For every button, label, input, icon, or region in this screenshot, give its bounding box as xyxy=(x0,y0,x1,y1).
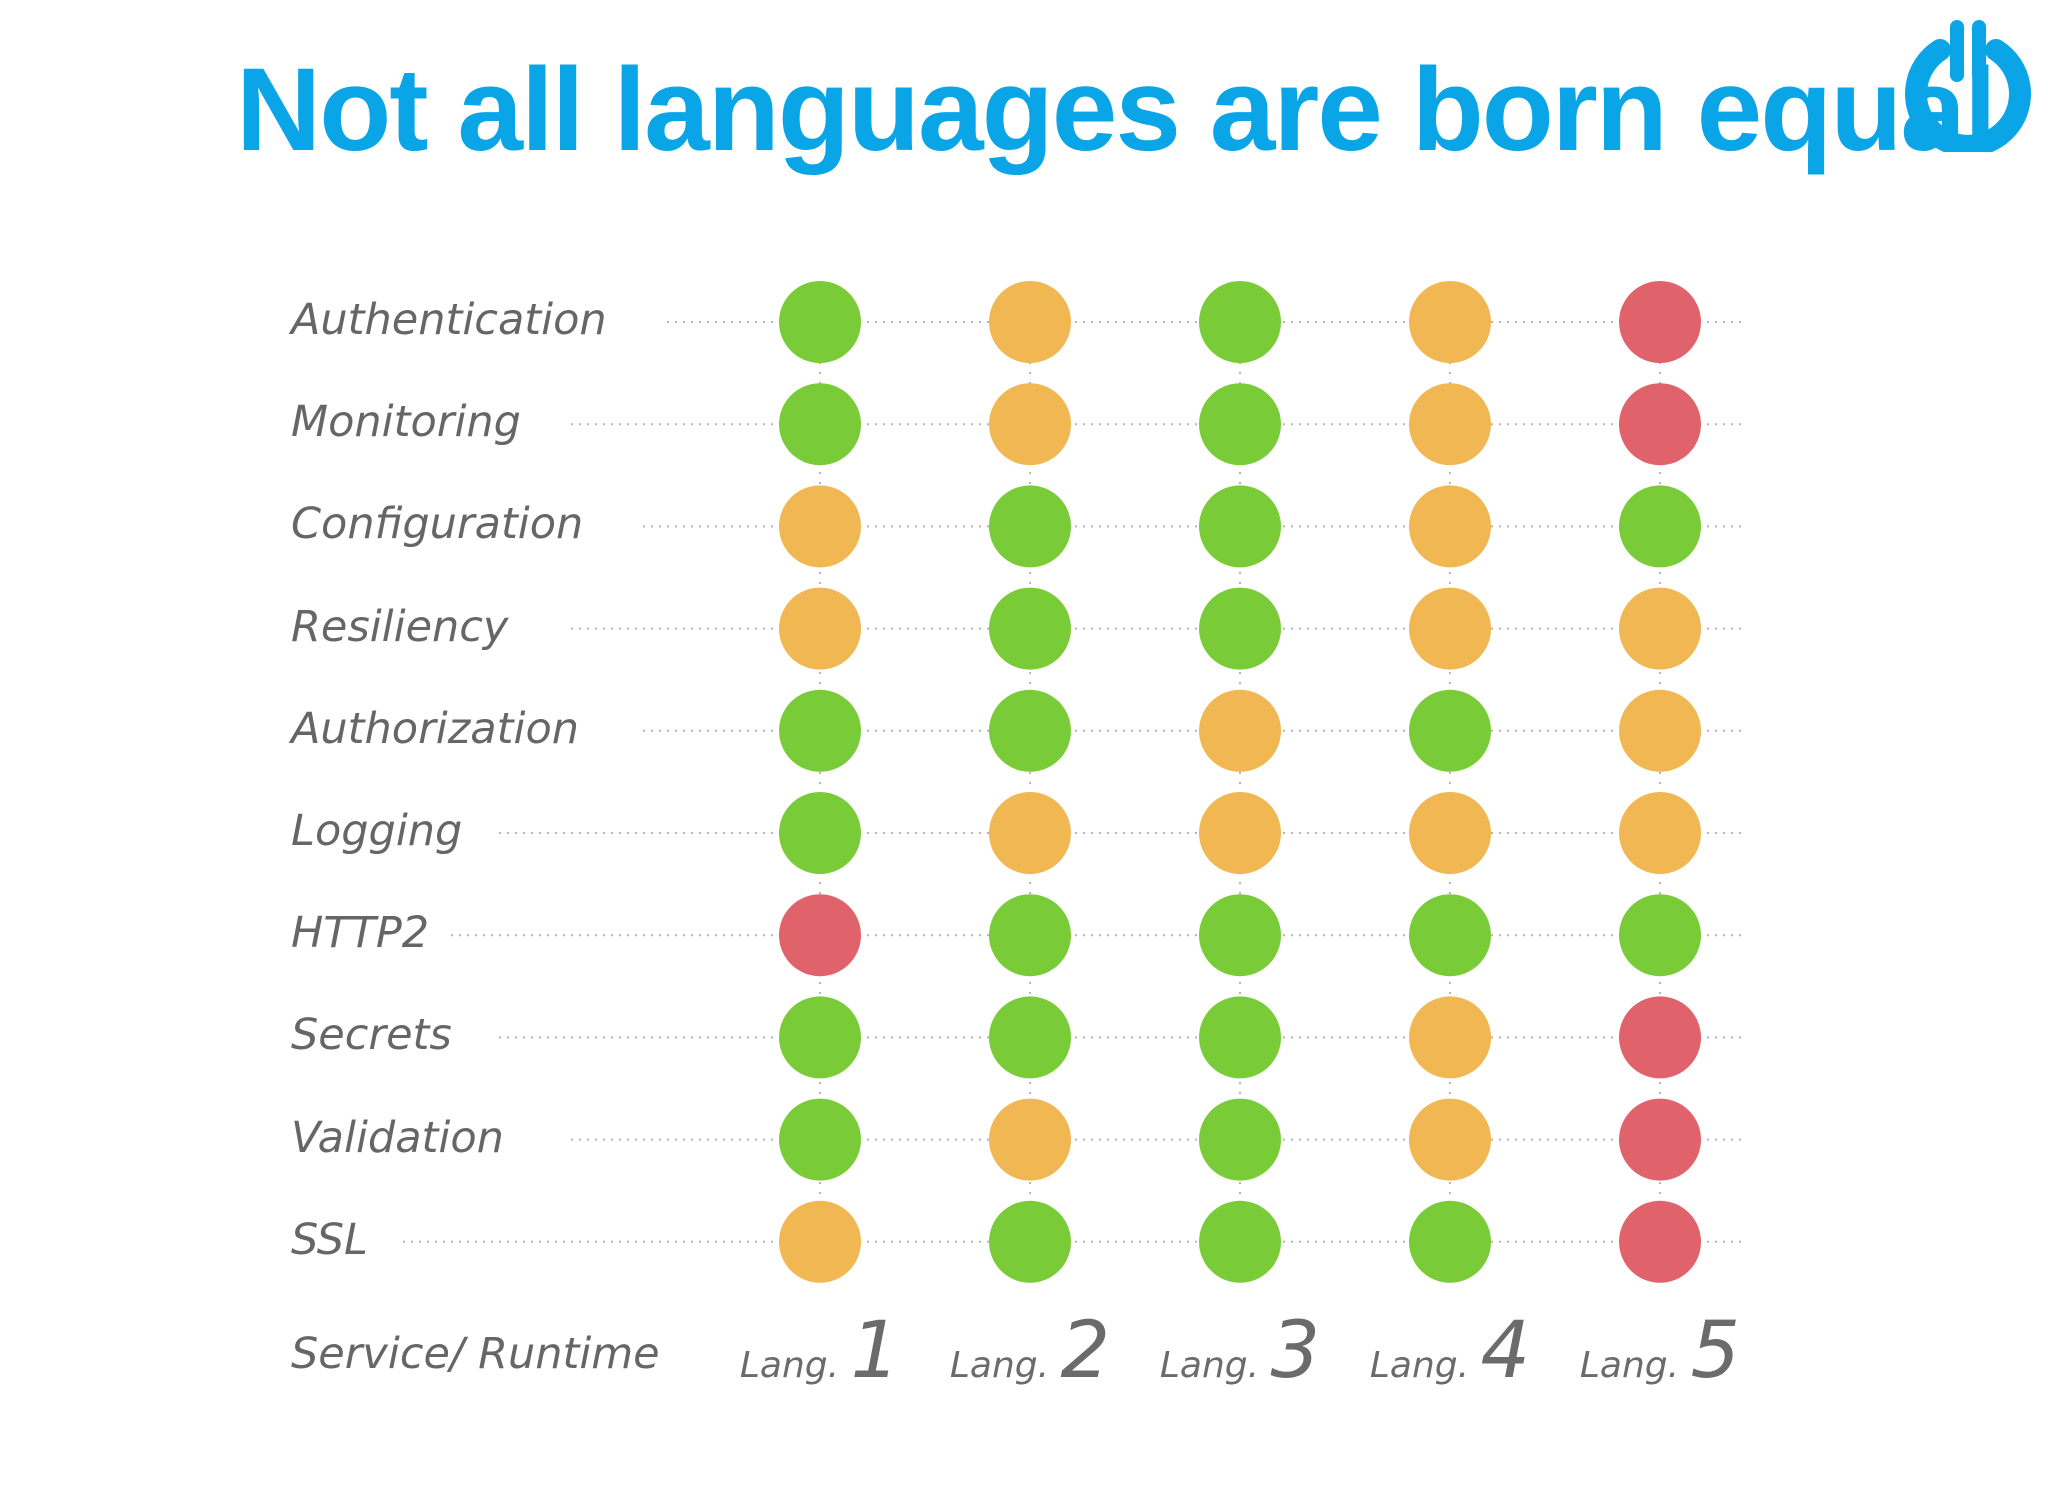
status-dot-green xyxy=(779,792,861,874)
column-label-number: 5 xyxy=(1690,1306,1741,1396)
status-dot-orange xyxy=(1409,587,1491,670)
status-dot-green xyxy=(1199,383,1281,466)
status-dot-orange xyxy=(1619,792,1701,874)
status-dot-green xyxy=(779,1098,861,1181)
column-label-number: 4 xyxy=(1480,1306,1531,1396)
status-dot-green xyxy=(989,1200,1071,1283)
column-label-number: 1 xyxy=(850,1306,901,1396)
row-label-secrets: Secrets xyxy=(291,1010,452,1061)
row-label-authorization: Authorization xyxy=(291,703,580,754)
status-dot-orange xyxy=(989,792,1071,874)
status-dot-orange xyxy=(1409,792,1491,874)
status-dot-green xyxy=(779,996,861,1079)
column-label-lang-3: Lang. 3 xyxy=(1140,1306,1340,1396)
row-label-monitoring: Monitoring xyxy=(291,397,521,448)
status-dot-orange xyxy=(1409,485,1491,568)
status-dot-red xyxy=(1619,996,1701,1079)
status-dot-orange xyxy=(1619,587,1701,670)
status-dot-green xyxy=(989,587,1071,670)
status-dot-green xyxy=(1199,1200,1281,1283)
status-dot-orange xyxy=(779,485,861,568)
row-label-resiliency: Resiliency xyxy=(291,601,509,652)
column-label-lang-1: Lang. 1 xyxy=(720,1306,920,1396)
status-dot-green xyxy=(989,485,1071,568)
row-label-ssl: SSL xyxy=(291,1214,369,1265)
status-dot-red xyxy=(1619,383,1701,466)
column-label-number: 3 xyxy=(1270,1306,1321,1396)
row-label-authentication: Authentication xyxy=(291,295,607,345)
status-dot-red xyxy=(1619,1098,1701,1181)
status-dot-orange xyxy=(1409,281,1491,363)
row-label-http2: HTTP2 xyxy=(291,908,430,959)
status-dot-orange xyxy=(779,1200,861,1283)
row-label-validation: Validation xyxy=(291,1112,504,1163)
status-dot-green xyxy=(779,689,861,772)
page-title: Not all languages are born equal xyxy=(236,44,1997,176)
status-dot-green xyxy=(1199,1098,1281,1181)
status-dot-green xyxy=(1619,894,1701,977)
status-dot-green xyxy=(1409,894,1491,977)
status-dot-red xyxy=(779,894,861,977)
status-dot-green xyxy=(779,281,861,363)
status-dot-green xyxy=(1409,1200,1491,1283)
column-label-number: 2 xyxy=(1060,1306,1111,1396)
column-label-prefix: Lang. xyxy=(1159,1345,1271,1386)
status-dot-orange xyxy=(1619,689,1701,772)
row-label-configuration: Configuration xyxy=(291,499,584,550)
column-label-prefix: Lang. xyxy=(1579,1345,1691,1386)
column-label-prefix: Lang. xyxy=(739,1345,851,1386)
status-dot-green xyxy=(1619,485,1701,568)
status-dot-green xyxy=(1409,689,1491,772)
status-dot-green xyxy=(989,894,1071,977)
status-dot-orange xyxy=(989,1098,1071,1181)
power-icon xyxy=(1905,20,2031,152)
status-dot-green xyxy=(1199,894,1281,977)
status-dot-green xyxy=(989,996,1071,1079)
status-dot-orange xyxy=(1409,1098,1491,1181)
status-dot-red xyxy=(1619,281,1701,363)
column-label-prefix: Lang. xyxy=(1369,1345,1481,1386)
status-dot-green xyxy=(1199,281,1281,363)
column-label-lang-5: Lang. 5 xyxy=(1560,1306,1760,1396)
status-dot-green xyxy=(1199,587,1281,670)
status-dot-green xyxy=(779,383,861,466)
status-dot-orange xyxy=(1409,996,1491,1079)
status-dot-orange xyxy=(1409,383,1491,466)
column-label-lang-4: Lang. 4 xyxy=(1350,1306,1550,1396)
column-label-prefix: Lang. xyxy=(949,1345,1061,1386)
status-dot-orange xyxy=(1199,689,1281,772)
status-dot-green xyxy=(1199,996,1281,1079)
status-dot-green xyxy=(989,689,1071,772)
status-dot-orange xyxy=(1199,792,1281,874)
status-dot-orange xyxy=(989,281,1071,363)
status-dot-red xyxy=(1619,1200,1701,1283)
status-dot-orange xyxy=(989,383,1071,466)
axis-label-service-runtime: Service/ Runtime xyxy=(291,1329,660,1379)
row-label-logging: Logging xyxy=(291,806,463,856)
status-dot-green xyxy=(1199,485,1281,568)
status-dot-orange xyxy=(779,587,861,670)
column-label-lang-2: Lang. 2 xyxy=(930,1306,1130,1396)
